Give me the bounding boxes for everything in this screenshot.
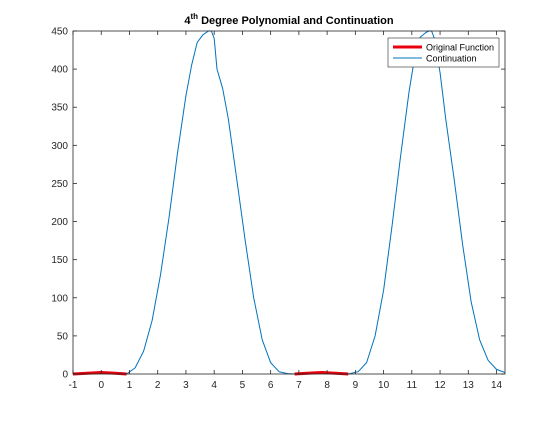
y-tick-label: 200 bbox=[51, 217, 68, 228]
title-base: 4 bbox=[184, 15, 191, 27]
legend-label-continuation: Continuation bbox=[426, 54, 477, 64]
x-tick-label: 9 bbox=[353, 380, 359, 391]
x-tick-label: 12 bbox=[434, 380, 446, 391]
x-tick-label: 4 bbox=[211, 380, 217, 391]
y-tick-label: 250 bbox=[51, 179, 68, 190]
x-tick-label: 7 bbox=[296, 380, 302, 391]
legend-box bbox=[387, 37, 500, 68]
title-rest: Degree Polynomial and Continuation bbox=[198, 15, 394, 27]
chart-title: 4th Degree Polynomial and Continuation bbox=[184, 12, 394, 27]
y-tick-label: 150 bbox=[51, 255, 68, 266]
y-tick-label: 450 bbox=[51, 27, 68, 38]
series-line-original-function-2 bbox=[294, 371, 349, 376]
x-tick-label: -1 bbox=[69, 380, 78, 391]
x-tick-label: 6 bbox=[268, 380, 274, 391]
y-tick-label: 0 bbox=[62, 370, 68, 381]
y-tick-label: 300 bbox=[51, 141, 68, 152]
x-tick-label: 11 bbox=[407, 380, 418, 391]
x-tick-label: 8 bbox=[324, 380, 330, 391]
x-tick-label: 5 bbox=[240, 380, 246, 391]
axes-layer: -1 0 1 2 3 4 5 6 7 8 9 10 11 12 13 14050100150200250300… bbox=[51, 27, 506, 391]
x-tick-label: 1 bbox=[127, 380, 133, 391]
y-tick-label: 350 bbox=[51, 103, 68, 114]
y-tick-label: 400 bbox=[51, 65, 68, 76]
title-superscript: th bbox=[190, 12, 198, 21]
x-tick-label: 13 bbox=[463, 380, 475, 391]
plot-area bbox=[73, 31, 505, 374]
legend-label-original-function: Original Function bbox=[426, 43, 494, 53]
y-tick-label: 50 bbox=[57, 331, 69, 342]
x-tick-label: 3 bbox=[183, 380, 189, 391]
x-tick-label: 14 bbox=[491, 380, 503, 391]
axes-box bbox=[72, 30, 506, 375]
y-tick-label: 100 bbox=[51, 293, 68, 304]
x-tick-label: 0 bbox=[98, 380, 104, 391]
x-tick-label: 10 bbox=[378, 380, 390, 391]
x-tick-label: 2 bbox=[155, 380, 161, 391]
